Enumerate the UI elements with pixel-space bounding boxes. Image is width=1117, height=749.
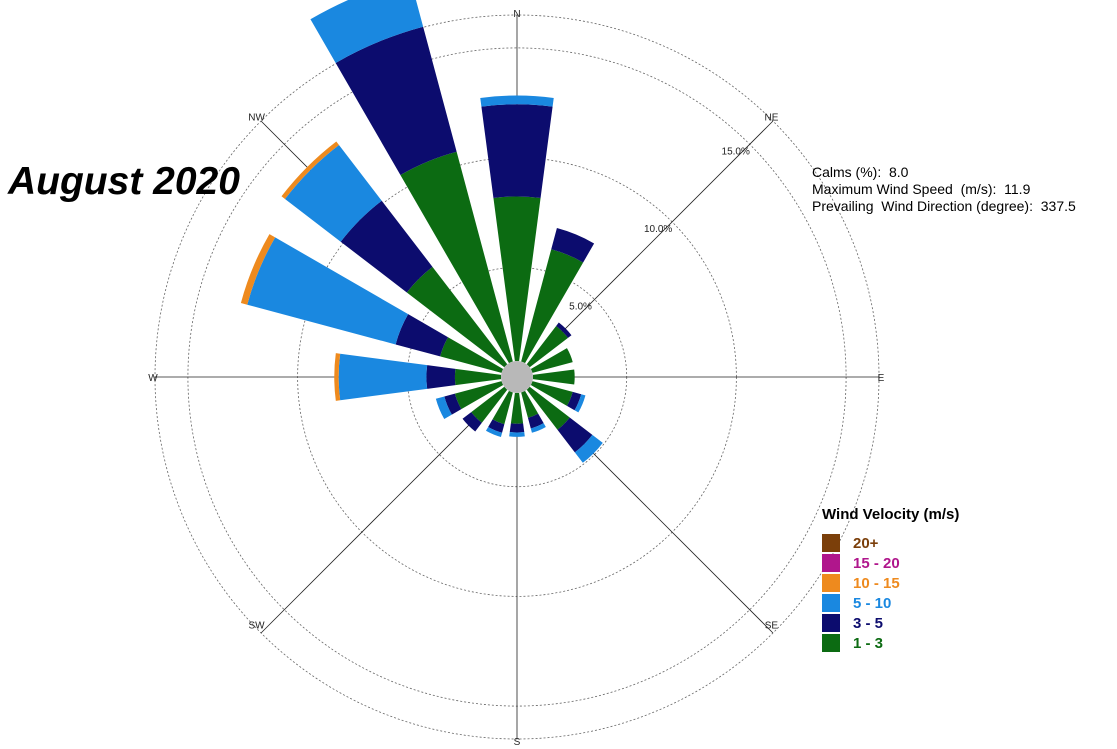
petal-se-seg-1	[557, 417, 593, 453]
petal-wnw-seg-0	[440, 337, 504, 373]
compass-label-sw: SW	[249, 620, 266, 631]
petal-wsw-seg-2	[435, 396, 452, 420]
petal-nne-seg-1	[551, 228, 595, 263]
petal-w-seg-0	[454, 368, 502, 386]
ring-label: 10.0%	[644, 224, 672, 235]
petal-nnw-seg-1	[335, 26, 457, 176]
legend-label: 15 - 20	[853, 554, 900, 572]
petal-nnw-seg-0	[400, 151, 513, 364]
petal-w-seg-1	[426, 365, 456, 389]
max-speed-text: Maximum Wind Speed (m/s): 11.9	[812, 181, 1031, 197]
legend-label: 3 - 5	[853, 614, 884, 632]
petal-ssw-seg-0	[492, 390, 513, 425]
calm-circle	[501, 361, 533, 393]
petal-wnw-seg-1	[395, 314, 449, 357]
compass-label-w: W	[148, 373, 158, 384]
petal-se-seg-0	[526, 386, 570, 430]
ring-label: 15.0%	[722, 146, 750, 157]
petal-ese-seg-1	[566, 391, 582, 411]
petal-sse-seg-1	[527, 413, 544, 429]
legend-swatch	[822, 614, 840, 632]
ring-label: 5.0%	[569, 301, 592, 312]
petal-ne-seg-0	[526, 326, 568, 368]
legend-swatch	[822, 634, 840, 652]
petals	[240, 0, 603, 463]
petal-nnw-seg-2	[310, 0, 424, 63]
petal-n-seg-1	[481, 104, 553, 198]
legend: Wind Velocity (m/s) 20+ 15 - 20 10 - 15 …	[822, 506, 959, 653]
petal-nw-seg-3	[281, 141, 339, 199]
petal-wsw-seg-1	[444, 393, 462, 415]
stats-panel: Calms (%): 8.0 Maximum Wind Speed (m/s):…	[812, 164, 1076, 215]
legend-label: 10 - 15	[853, 574, 900, 592]
compass-label-se: SE	[765, 620, 779, 631]
legend-swatch	[822, 574, 840, 592]
petal-w-seg-3	[334, 353, 341, 401]
petal-n-seg-0	[493, 196, 541, 362]
petal-nne-seg-0	[521, 249, 584, 364]
legend-item-5-10: 5 - 10	[822, 593, 959, 613]
petal-sw-seg-1	[462, 412, 482, 432]
petal-sse-seg-2	[530, 423, 546, 433]
compass-label-n: N	[513, 9, 520, 20]
petal-sw-seg-0	[471, 386, 508, 423]
prevailing-direction-text: Prevailing Wind Direction (degree): 337.…	[812, 198, 1076, 214]
petal-s-seg-0	[510, 392, 524, 424]
compass-label-nw: NW	[248, 113, 265, 124]
petal-nw-seg-2	[284, 144, 382, 242]
legend-item-3-5: 3 - 5	[822, 613, 959, 633]
petal-s-seg-2	[509, 432, 525, 437]
petal-ssw-seg-2	[485, 426, 503, 437]
legend-item-10-15: 10 - 15	[822, 573, 959, 593]
labels: N NE E SE S SW W NW 5.0% 10.0% 15.0%	[148, 9, 884, 748]
legend-item-15-20: 15 - 20	[822, 553, 959, 573]
petal-se-seg-2	[574, 434, 603, 463]
petal-ene-seg-0	[530, 348, 573, 373]
petal-sse-seg-0	[521, 390, 539, 418]
legend-label: 1 - 3	[853, 634, 884, 652]
legend-item-20plus: 20+	[822, 533, 959, 553]
petal-e-seg-0	[532, 369, 575, 385]
compass-label-e: E	[878, 373, 885, 384]
legend-swatch	[822, 594, 840, 612]
petal-ese-seg-0	[530, 381, 573, 406]
petal-ese-seg-2	[574, 394, 586, 413]
legend-item-1-3: 1 - 3	[822, 633, 959, 653]
compass-label-ne: NE	[764, 113, 778, 124]
legend-swatch	[822, 554, 840, 572]
petal-s-seg-1	[509, 423, 525, 433]
legend-swatch	[822, 534, 840, 552]
legend-label: 20+	[853, 534, 879, 552]
petal-ssw-seg-1	[488, 419, 505, 433]
petal-wsw-seg-0	[454, 381, 504, 410]
compass-label-s: S	[514, 737, 521, 748]
petal-n-seg-2	[480, 95, 554, 107]
petal-nw-seg-1	[340, 200, 433, 293]
legend-label: 5 - 10	[853, 594, 892, 612]
petal-ne-seg-1	[556, 322, 572, 338]
chart-title: August 2020	[8, 160, 240, 203]
legend-title: Wind Velocity (m/s)	[822, 506, 960, 523]
petal-wnw-seg-2	[247, 237, 409, 345]
petal-w-seg-2	[338, 353, 428, 401]
petal-nw-seg-0	[406, 266, 508, 368]
calms-text: Calms (%): 8.0	[812, 164, 909, 180]
petal-wnw-seg-3	[240, 234, 276, 305]
